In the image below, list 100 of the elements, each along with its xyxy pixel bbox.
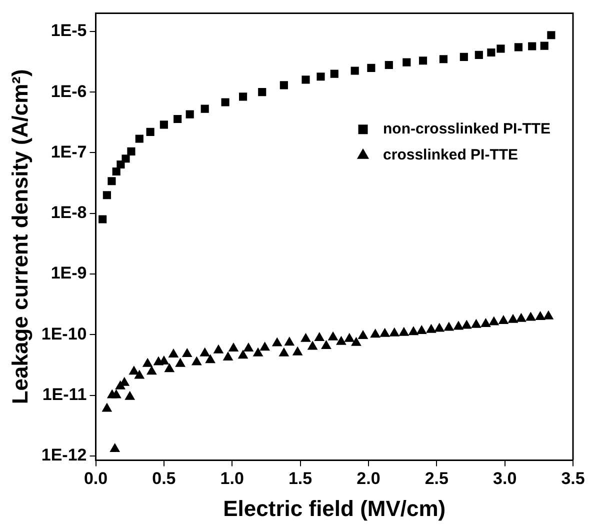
point: [253, 348, 263, 356]
point: [280, 81, 288, 90]
point: [540, 42, 548, 50]
point: [112, 167, 120, 176]
point: [471, 319, 482, 328]
point: [358, 330, 368, 339]
y-tick-label: 1E-12: [41, 446, 87, 465]
point: [146, 366, 156, 375]
y-tick-label: 1E-8: [50, 203, 87, 222]
point: [214, 344, 224, 354]
point: [316, 72, 325, 81]
point: [238, 350, 248, 359]
legend-label: non-crosslinked PI-TTE: [383, 120, 551, 138]
point: [102, 191, 111, 200]
point: [480, 318, 491, 327]
point: [279, 348, 289, 356]
point: [508, 314, 518, 323]
point: [384, 60, 393, 70]
point: [102, 403, 112, 412]
point: [390, 328, 400, 336]
point: [344, 333, 354, 342]
point: [496, 44, 505, 53]
point: [135, 134, 144, 143]
point: [260, 342, 270, 351]
point: [321, 340, 332, 349]
point: [125, 391, 135, 400]
point: [516, 313, 526, 322]
point: [328, 332, 338, 340]
point: [134, 370, 144, 379]
point: [462, 320, 472, 329]
point: [111, 390, 122, 398]
point: [258, 88, 266, 96]
point: [330, 70, 338, 78]
point: [370, 329, 380, 338]
legend-label: crosslinked PI-TTE: [383, 146, 518, 164]
point: [444, 322, 454, 331]
point: [547, 31, 556, 40]
point: [439, 55, 448, 64]
point: [402, 58, 411, 66]
point: [164, 364, 174, 372]
x-tick-label: 1.5: [288, 469, 312, 488]
y-tick-label: 1E-6: [50, 82, 87, 101]
point: [434, 323, 444, 332]
point: [116, 160, 125, 169]
x-tick-label: 2.5: [424, 469, 448, 488]
x-tick-label: 0.5: [152, 469, 176, 488]
point: [228, 343, 238, 352]
y-tick-label: 1E-9: [50, 264, 87, 283]
point: [300, 333, 311, 342]
point: [454, 321, 464, 330]
x-tick-label: 1.0: [220, 469, 244, 488]
y-tick-label: 1E-10: [41, 324, 87, 344]
point: [221, 98, 230, 106]
point: [142, 358, 152, 367]
point: [223, 352, 233, 360]
point: [108, 177, 116, 186]
point: [174, 114, 182, 124]
point: [200, 348, 210, 356]
point: [244, 343, 254, 352]
point: [336, 336, 346, 345]
x-tick-label: 0.0: [84, 469, 108, 488]
point: [418, 56, 428, 65]
point: [489, 316, 499, 326]
point: [127, 147, 136, 156]
x-tick-label: 2.0: [356, 469, 380, 488]
point: [175, 358, 186, 367]
point: [514, 43, 522, 52]
point: [168, 349, 178, 358]
point: [416, 325, 426, 334]
point: [487, 48, 496, 57]
point: [367, 64, 376, 72]
point: [122, 154, 130, 163]
point: [528, 42, 536, 50]
point: [272, 338, 282, 346]
point: [526, 312, 536, 321]
y-tick-label: 1E-7: [50, 142, 87, 162]
point: [535, 312, 546, 320]
point: [200, 104, 209, 113]
point: [146, 128, 154, 136]
point: [238, 92, 248, 101]
point: [314, 332, 324, 342]
point: [474, 50, 483, 59]
point: [399, 327, 409, 336]
y-tick-label: 1E-11: [42, 384, 87, 404]
point: [192, 356, 202, 366]
point: [460, 52, 468, 61]
point: [426, 324, 436, 333]
x-tick-label: 3.5: [561, 469, 585, 488]
point: [205, 354, 216, 364]
point: [498, 315, 508, 324]
point: [129, 366, 139, 375]
point: [292, 346, 302, 356]
point: [302, 76, 310, 84]
y-tick-label: 1E-5: [50, 21, 87, 40]
point: [380, 328, 390, 337]
point: [284, 337, 294, 346]
point: [186, 110, 194, 118]
point: [350, 66, 359, 75]
point: [160, 120, 168, 129]
point: [408, 326, 418, 336]
